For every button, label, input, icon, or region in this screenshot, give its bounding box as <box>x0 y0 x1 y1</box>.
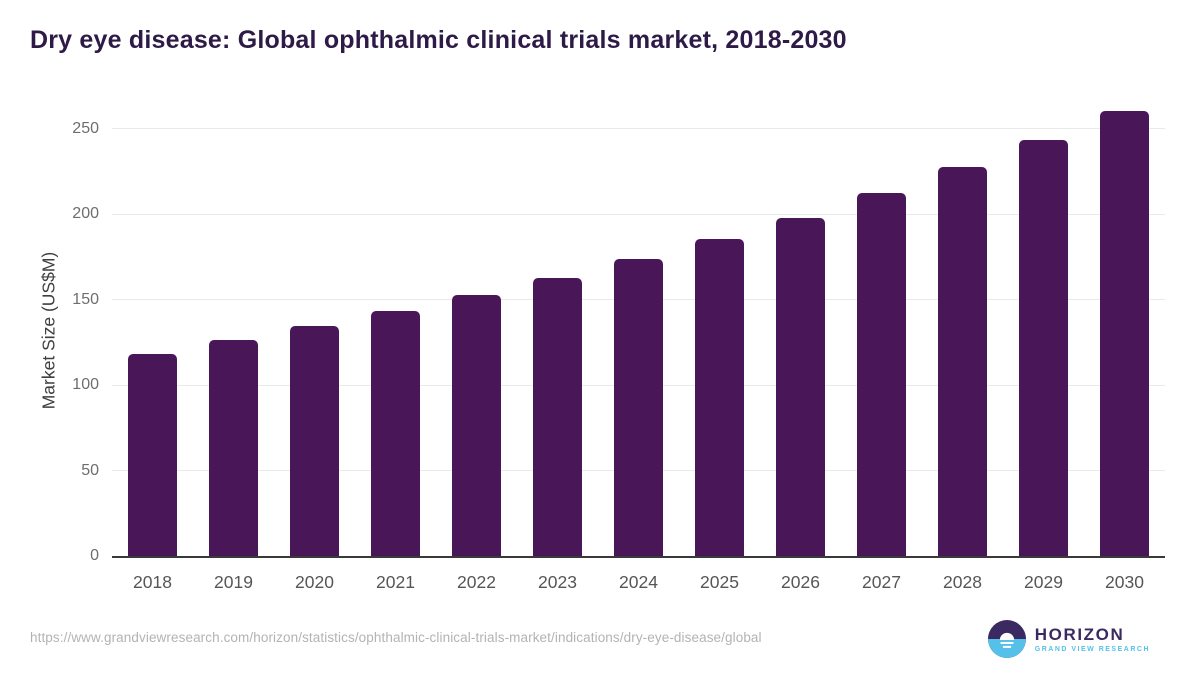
x-tick-label-2025: 2025 <box>700 572 739 592</box>
horizon-sun-icon <box>987 620 1026 658</box>
bar-column-2018 <box>112 105 193 556</box>
bar-column-2029 <box>1003 105 1084 556</box>
bar-column-2025 <box>679 105 760 556</box>
x-axis-labels: 2018 2019 2020 2021 2022 2023 2024 2025 2026 2027… <box>112 572 1165 593</box>
x-tick-label-2029: 2029 <box>1024 572 1063 592</box>
bar-column-2030 <box>1084 105 1165 556</box>
bar-2027 <box>857 193 906 556</box>
x-tick-label-2022: 2022 <box>457 572 496 592</box>
bar-column-2021 <box>355 105 436 556</box>
x-tick-label-2030: 2030 <box>1105 572 1144 592</box>
horizon-logo: HORIZON GRAND VIEW RESEARCH <box>987 620 1150 658</box>
y-tick-label-100: 100 <box>72 376 99 394</box>
logo-wordmark: HORIZON GRAND VIEW RESEARCH <box>1035 626 1150 653</box>
gridline-250 <box>112 128 1165 130</box>
y-tick-label-0: 0 <box>90 547 99 564</box>
logo-subtitle: GRAND VIEW RESEARCH <box>1034 645 1150 653</box>
y-tick-label-150: 150 <box>72 290 99 308</box>
x-tick-label-2026: 2026 <box>781 572 820 592</box>
x-tick-label-2024: 2024 <box>619 572 658 592</box>
bar-column-2023 <box>517 105 598 556</box>
x-tick-label-2023: 2023 <box>538 572 577 592</box>
x-tick-label-2027: 2027 <box>862 572 901 592</box>
bar-2030 <box>1100 110 1149 556</box>
bar-2026 <box>776 218 825 556</box>
bar-2019 <box>209 340 258 556</box>
bar-column-2027 <box>841 105 922 556</box>
x-tick-label-2028: 2028 <box>943 572 982 592</box>
x-tick-label-2018: 2018 <box>133 572 172 592</box>
bar-2018 <box>128 353 177 556</box>
source-url: https://www.grandviewresearch.com/horizo… <box>30 630 762 645</box>
bar-2025 <box>695 239 744 556</box>
y-tick-label-200: 200 <box>72 205 99 223</box>
bar-column-2019 <box>193 105 274 556</box>
x-tick-label-2019: 2019 <box>214 572 253 592</box>
bar-column-2026 <box>760 105 841 556</box>
y-tick-label-250: 250 <box>72 119 99 137</box>
bar-column-2020 <box>274 105 355 556</box>
plot-area: 0 50 100 150 200 250 <box>72 105 1165 564</box>
bar-2022 <box>452 294 501 556</box>
bar-2024 <box>614 259 663 556</box>
x-tick-label-2020: 2020 <box>295 572 334 592</box>
bar-2020 <box>290 326 339 556</box>
bar-2028 <box>938 167 987 556</box>
bar-column-2022 <box>436 105 517 556</box>
bars-container <box>112 105 1165 556</box>
y-tick-label-50: 50 <box>81 461 99 479</box>
bar-2029 <box>1019 140 1068 556</box>
logo-name: HORIZON <box>1034 624 1125 644</box>
bar-column-2028 <box>922 105 1003 556</box>
bar-2023 <box>533 277 582 556</box>
bar-column-2024 <box>598 105 679 556</box>
chart-title: Dry eye disease: Global ophthalmic clini… <box>30 26 847 54</box>
gridline-200 <box>112 213 1165 215</box>
bar-2021 <box>371 310 420 556</box>
y-axis-title: Market Size (US$M) <box>38 251 59 410</box>
x-tick-label-2021: 2021 <box>376 572 415 592</box>
